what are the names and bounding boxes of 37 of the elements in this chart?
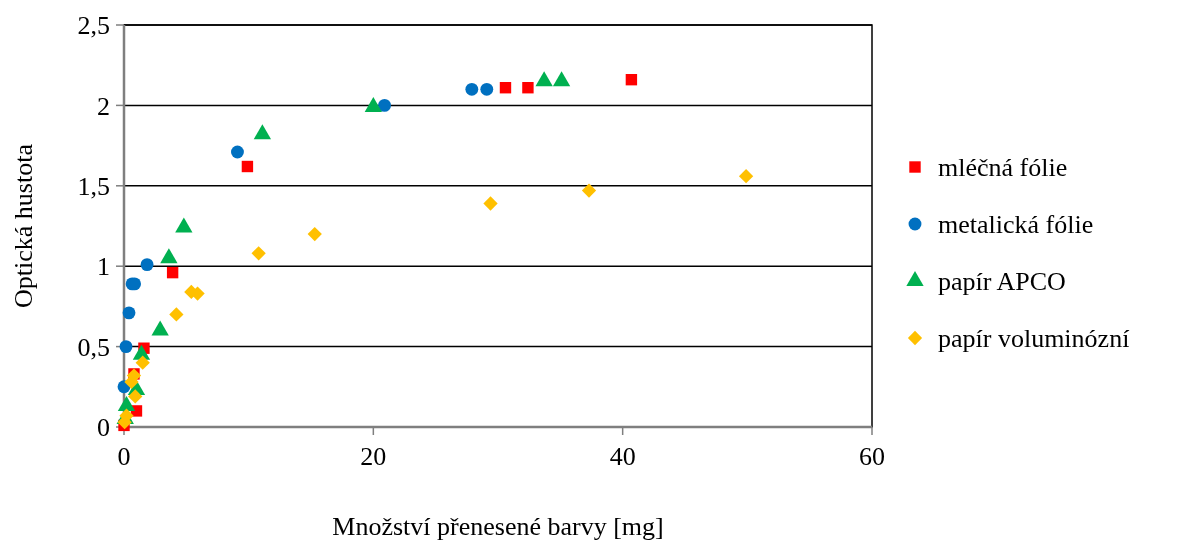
y-axis-title: Optická hustota [9,143,38,308]
point [581,183,597,198]
y-tick-label: 0,5 [77,332,110,362]
point [499,82,512,94]
x-axis-title: Množství přenesené barvy [mg] [332,512,664,541]
y-tick-label: 0 [97,413,110,443]
y-tick-label: 2 [97,91,110,121]
point [522,82,534,94]
point [122,306,136,320]
point [480,82,494,96]
point [231,145,244,159]
point [625,73,638,86]
y-tick-label: 2,5 [77,11,110,41]
point [241,160,254,173]
point [128,389,143,404]
point [483,196,498,211]
point [307,226,322,242]
x-tick-label: 0 [117,442,131,471]
point [135,355,150,370]
point [166,266,179,279]
x-tick-label: 40 [609,442,636,471]
point [378,98,391,112]
point [140,258,154,272]
legend-label: metalická fólie [938,210,1094,240]
legend-label: papír voluminózní [938,324,1130,354]
x-tick-label: 20 [360,442,387,471]
point [364,97,382,113]
y-tick-label: 1,5 [77,171,110,201]
point [251,246,266,261]
point [169,307,184,322]
legend-label: mléčná fólie [938,153,1068,183]
x-tick-label: 60 [859,442,885,471]
point [119,340,133,354]
point [465,82,479,96]
y-tick-label: 1 [97,252,110,282]
legend-label: papír APCO [938,267,1066,297]
point [738,169,754,184]
